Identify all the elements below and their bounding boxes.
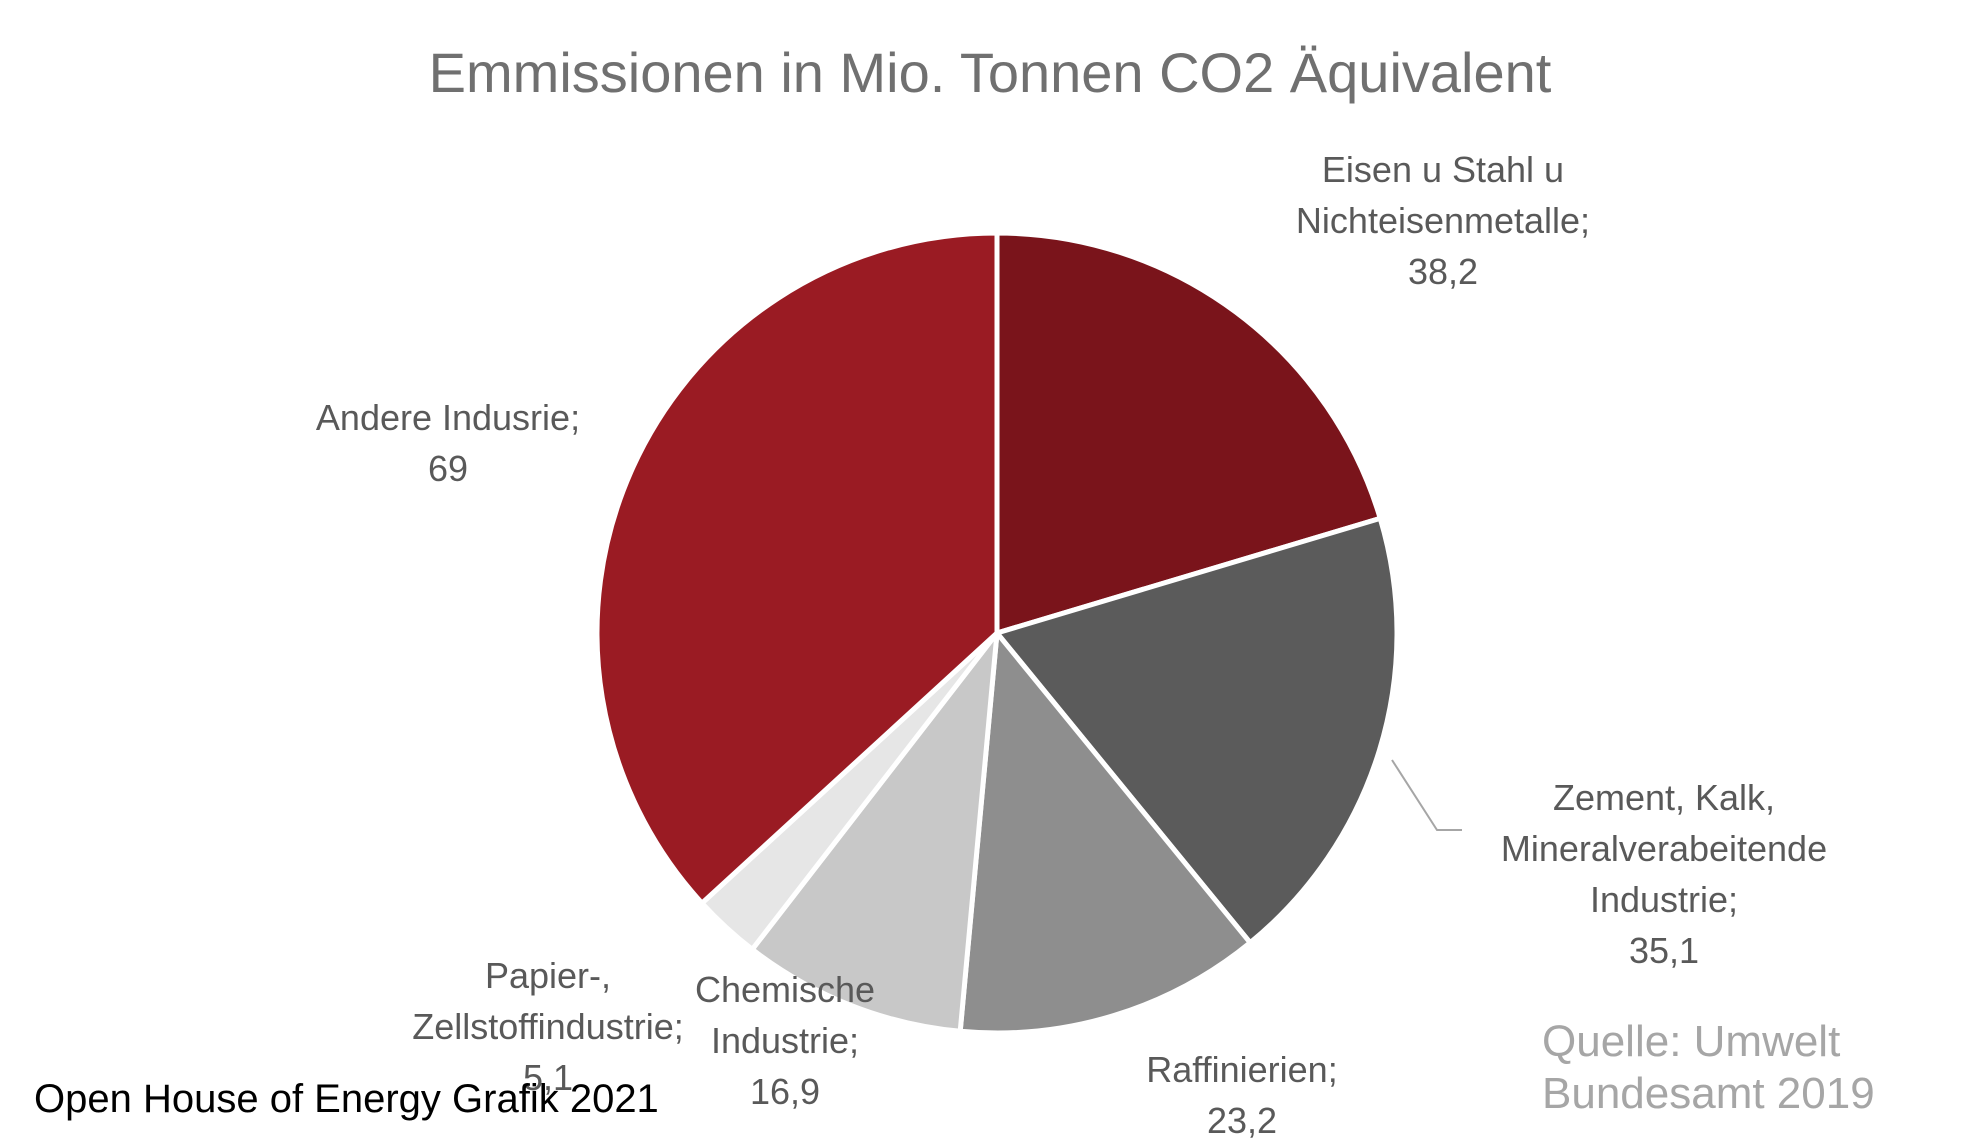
- pie-slice-3: [957, 630, 1253, 1036]
- footer-credit: Open House of Energy Grafik 2021: [34, 1077, 659, 1121]
- pie-slice-6: [594, 230, 1000, 906]
- slice-label-line: Andere Indusrie;: [316, 397, 580, 438]
- slice-label-line: Zement, Kalk,: [1553, 777, 1775, 818]
- slice-label-line: Zellstoffindustrie;: [412, 1006, 683, 1047]
- pie-slice-1: [994, 230, 1383, 636]
- source-note: Quelle: Umwelt Bundesamt 2019: [1542, 1017, 1875, 1118]
- slice-value: 69: [428, 448, 468, 489]
- slice-label-2: Zement, Kalk, Mineralverabeitende Industri…: [1501, 777, 1827, 971]
- slice-label-line: Papier-,: [485, 955, 611, 996]
- source-line-1: Quelle: Umwelt: [1542, 1017, 1840, 1066]
- slice-label-line: Raffinierien;: [1146, 1049, 1337, 1090]
- slice-label-line: Eisen u Stahl u: [1322, 149, 1564, 190]
- slice-value: 5,1: [523, 1057, 573, 1098]
- slice-value: 16,9: [750, 1071, 820, 1112]
- slice-label-4: Chemische Industrie; 16,9: [695, 969, 875, 1112]
- slice-value: 35,1: [1629, 930, 1699, 971]
- slice-label-line: Industrie;: [711, 1020, 859, 1061]
- pie-slice-4: [749, 630, 1000, 1034]
- slice-label-line: Industrie;: [1590, 879, 1738, 920]
- slice-label-5: Papier-, Zellstoffindustrie; 5,1: [412, 955, 683, 1098]
- leader-line-zement: [1391, 759, 1462, 831]
- slice-label-line: Mineralverabeitende: [1501, 828, 1827, 869]
- slice-value: 38,2: [1408, 251, 1478, 292]
- slice-label-1: Eisen u Stahl u Nichteisenmetalle; 38,2: [1296, 149, 1590, 292]
- chart-title: Emmissionen in Mio. Tonnen CO2 Äquivalen…: [429, 41, 1552, 104]
- slice-label-3: Raffinierien; 23,2: [1146, 1049, 1337, 1141]
- source-line-2: Bundesamt 2019: [1542, 1069, 1875, 1118]
- slice-value: 23,2: [1207, 1100, 1277, 1141]
- leader-lines: [1391, 759, 1462, 831]
- slice-label-6: Andere Indusrie; 69: [316, 397, 580, 489]
- pie-slice-2: [994, 515, 1400, 946]
- slice-label-line: Nichteisenmetalle;: [1296, 200, 1590, 241]
- pie-slices: [594, 230, 1400, 1036]
- slice-label-line: Chemische: [695, 969, 875, 1010]
- slice-labels: Eisen u Stahl u Nichteisenmetalle; 38,2 Zem…: [316, 149, 1827, 1141]
